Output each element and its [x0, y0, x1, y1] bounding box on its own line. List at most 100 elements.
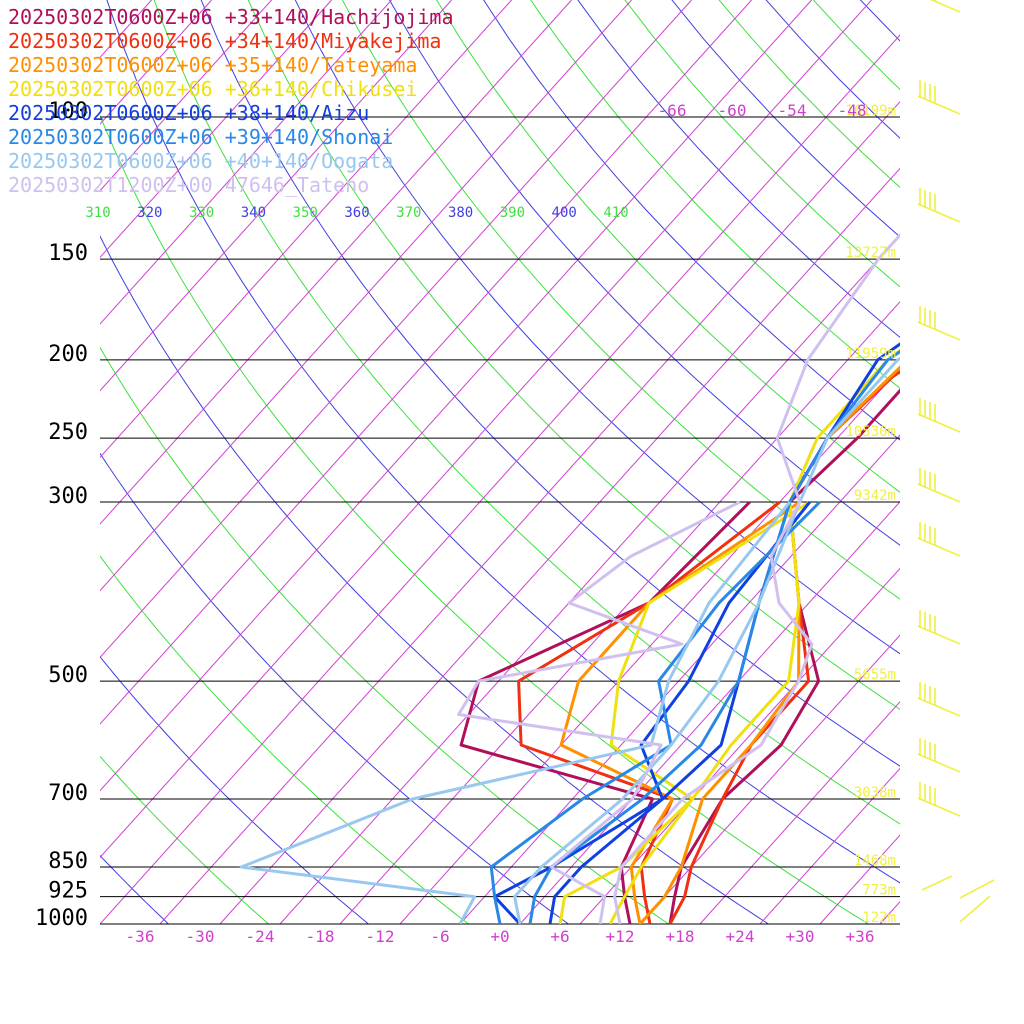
temperature-tick-label: -12: [366, 927, 395, 946]
temperature-tick-label: -24: [246, 927, 275, 946]
height-label: 122m: [862, 910, 896, 926]
wind-barb: [917, 398, 961, 433]
pressure-label: 100: [48, 99, 88, 124]
isotherm-line: [699, 701, 900, 924]
height-label: 13727m: [845, 245, 896, 261]
theta-label: 360: [344, 205, 369, 221]
isotherm-line: [100, 0, 572, 525]
dewpoint-profile-line: [559, 500, 801, 924]
legend-entry: 20250302T0600Z+06 +36+140/Chikusei: [8, 77, 417, 101]
temperature-tick-label: +36: [846, 927, 875, 946]
wind-barb: [917, 80, 961, 115]
legend: 20250302T0600Z+06 +33+140/Hachijojima 202…: [8, 5, 454, 197]
legend-entry: 20250302T0600Z+06 +33+140/Hachijojima: [8, 5, 454, 29]
dewpoint-profile-line: [489, 500, 821, 924]
pressure-label: 150: [48, 241, 88, 266]
dry-adiabat-line: [294, 0, 900, 655]
height-label: 9342m: [854, 488, 896, 504]
wind-barb: [917, 188, 961, 223]
theta-label: 310: [85, 205, 110, 221]
temperature-tick-label: +18: [666, 927, 695, 946]
wind-barb: [917, 782, 961, 817]
dry-adiabat-line: [106, 0, 900, 884]
height-label: 5655m: [854, 667, 896, 683]
isotherm-line: [759, 767, 900, 924]
dewpoint-profile-line: [459, 500, 751, 924]
temperature-tick-label: +24: [726, 927, 755, 946]
height-label: 773m: [862, 883, 896, 899]
dry-adiabat-line: [100, 452, 569, 924]
pressure-label: 500: [48, 663, 88, 688]
legend-entry: 20250302T0600Z+06 +35+140/Tateyama: [8, 53, 417, 77]
isotherm-line: [279, 234, 900, 924]
axis-labels: 100 16199m 150 13727m 200 11959m 250 10530m 300 9…: [35, 99, 896, 946]
legend-entry: 20250302T1200Z+00 47646_Tateno: [8, 173, 369, 197]
isotherm-label: -66: [658, 101, 687, 120]
isotherm-line: [159, 101, 900, 924]
temperature-tick-label: +30: [786, 927, 815, 946]
temperature-tick-label: -36: [126, 927, 155, 946]
theta-label: 410: [603, 205, 628, 221]
temperature-profile-line: [513, 356, 900, 924]
isotherm-line: [100, 0, 392, 325]
isotherm-label: -54: [778, 101, 807, 120]
isotherm-line: [879, 901, 900, 924]
dry-adiabat-line: [388, 0, 900, 546]
wind-barb: [917, 306, 961, 341]
isotherm-line: [819, 834, 900, 924]
dry-adiabat-line: [100, 235, 769, 924]
dry-adiabat-line: [859, 0, 900, 42]
isotherm-line: [579, 567, 900, 924]
isotherm-line: [100, 0, 812, 792]
height-label: 1468m: [854, 853, 896, 869]
pressure-label: 1000: [35, 906, 88, 931]
dewpoint-profile-line: [517, 500, 781, 924]
dry-adiabat-line: [341, 0, 900, 600]
isotherm-line: [100, 0, 332, 259]
isotherm-line: [100, 34, 900, 924]
isotherm-line: [399, 367, 900, 924]
theta-label: 400: [552, 205, 577, 221]
wind-barb: [917, 468, 961, 503]
wind-barb: [917, 522, 961, 557]
height-label: 3038m: [854, 785, 896, 801]
dewpoint-profile-line: [457, 500, 741, 924]
theta-label: 320: [137, 205, 162, 221]
wind-barb: [917, 738, 961, 773]
pressure-label: 925: [48, 879, 88, 904]
pressure-label: 700: [48, 781, 88, 806]
theta-label: 390: [500, 205, 525, 221]
isotherm-line: [639, 634, 900, 924]
skewed-isotherms: [100, 0, 900, 924]
isotherm-line: [100, 0, 452, 392]
isotherm-line: [100, 0, 872, 859]
temperature-tick-label: -18: [306, 927, 335, 946]
isotherm-line: [219, 167, 900, 924]
dry-adiabat-line: [247, 0, 900, 711]
legend-entry: 20250302T0600Z+06 +40+140/Oogata: [8, 149, 393, 173]
wind-barb: [929, 0, 961, 13]
dry-adiabat-line: [100, 114, 869, 924]
temperature-tick-label: +6: [550, 927, 569, 946]
isotherm-line: [459, 434, 900, 924]
theta-label: 350: [293, 205, 318, 221]
legend-entry: 20250302T0600Z+06 +38+140/Aizu: [8, 101, 369, 125]
theta-label: 330: [189, 205, 214, 221]
height-label: 11959m: [845, 346, 896, 362]
dry-adiabat-line: [100, 655, 369, 924]
dry-adiabat-line: [153, 0, 900, 825]
legend-entry: 20250302T0600Z+06 +39+140/Shonai: [8, 125, 393, 149]
isotherm-label: -48: [838, 101, 867, 120]
pressure-label: 850: [48, 849, 88, 874]
temperature-tick-label: -6: [430, 927, 449, 946]
isotherm-line: [100, 0, 632, 592]
pressure-label: 200: [48, 342, 88, 367]
isotherm-line: [100, 0, 752, 725]
height-label: 16199m: [845, 103, 896, 119]
wind-barb: [921, 875, 995, 923]
wind-barb: [917, 610, 961, 645]
isotherm-label: -60: [718, 101, 747, 120]
wind-barbs: [917, 0, 995, 923]
potential-temperature-lines: [100, 0, 900, 924]
